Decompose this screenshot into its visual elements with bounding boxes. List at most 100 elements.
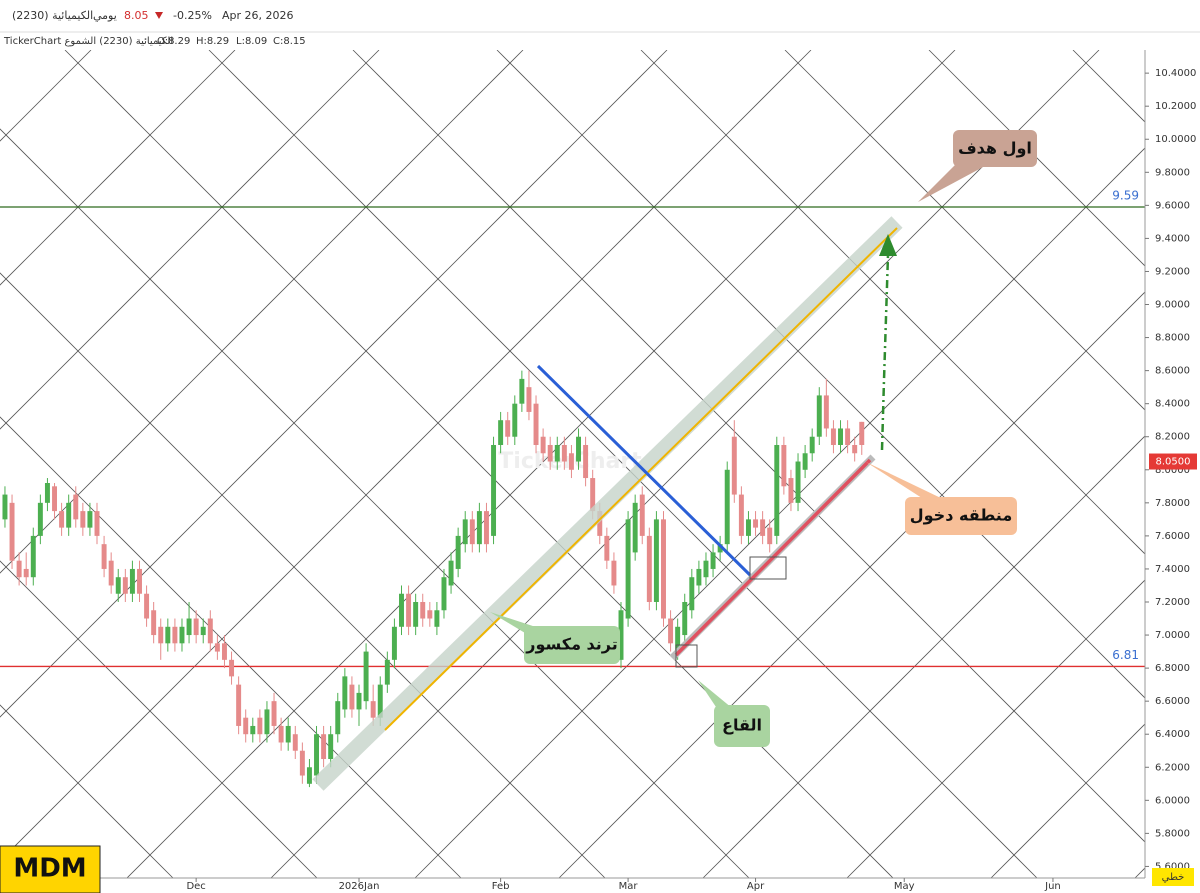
candle-body (519, 378, 525, 404)
candle-body (802, 453, 808, 470)
gann-line (0, 50, 812, 862)
candle-body (795, 461, 801, 503)
candle-body (717, 544, 723, 553)
candle-body (23, 568, 29, 578)
gann-line (990, 723, 1145, 878)
candle-body (512, 403, 518, 437)
candle-body (356, 692, 362, 710)
symbol: الكيميائية (2230) (12, 9, 93, 22)
y-tick-label: 10.0000 (1155, 134, 1196, 145)
y-tick-label: 8.4000 (1155, 399, 1190, 410)
candle-body (441, 577, 447, 611)
candle-body (16, 560, 22, 578)
candle-body (73, 494, 79, 520)
date: Apr 26, 2026 (222, 9, 294, 22)
candle-body (845, 428, 851, 445)
candle-body (285, 725, 291, 743)
gann-line (414, 147, 1145, 878)
candle-body (583, 444, 589, 479)
y-tick-label: 7.8000 (1155, 498, 1190, 509)
annotation: اول هدف (958, 139, 1032, 158)
down-trend-line (536, 364, 754, 579)
candle-body (122, 577, 128, 594)
arrow-head (879, 234, 897, 256)
gann-line (558, 291, 1145, 878)
candle-body (172, 626, 178, 644)
gann-line (784, 50, 1145, 411)
candle-body (738, 494, 744, 536)
candle-body (30, 535, 36, 578)
mode-box (1152, 868, 1194, 886)
y-tick-label: 9.6000 (1155, 200, 1190, 211)
target-arrow (880, 254, 890, 451)
candle-body (328, 734, 334, 760)
gann-line (0, 50, 380, 430)
candle-body (859, 421, 865, 445)
candle-body (420, 602, 426, 619)
candle-body (101, 544, 107, 569)
down-arrow (155, 12, 163, 19)
candle-body (236, 684, 242, 726)
candle-body (731, 436, 737, 495)
candle-body (568, 453, 574, 470)
y-tick-label: 6.2000 (1155, 762, 1190, 773)
y-tick-label: 5.6000 (1155, 861, 1190, 872)
candle-body (618, 610, 624, 660)
close: C:8.15 (273, 36, 306, 47)
candle-body (505, 420, 511, 437)
brand-box (0, 845, 101, 893)
candle-body (823, 395, 829, 429)
candle-body (469, 519, 475, 545)
candle-body (271, 701, 277, 726)
candle-body (151, 610, 157, 636)
candle-body (561, 444, 567, 462)
candle-body (498, 420, 504, 445)
gann-line (0, 416, 462, 878)
candle-body (278, 725, 284, 743)
candle-body (335, 701, 341, 735)
candle-body (66, 502, 72, 528)
candle-body (9, 502, 15, 561)
callout (905, 497, 1017, 535)
gann-grid (0, 50, 1145, 878)
candle-body (547, 444, 553, 462)
y-tick-label: 10.4000 (1155, 68, 1196, 79)
gann-line (0, 128, 750, 878)
trend-band (312, 216, 903, 791)
candle-body (137, 568, 142, 594)
box (675, 644, 698, 668)
callout-tail (918, 160, 985, 202)
candle-body (363, 651, 369, 702)
gann-line (496, 50, 1145, 699)
gann-line (0, 848, 30, 878)
candle-body (809, 436, 815, 454)
price: 8.05 (124, 9, 149, 22)
candle-body (724, 469, 730, 545)
candle-body (710, 552, 716, 569)
gann-line (0, 50, 236, 286)
candle-body (781, 444, 787, 487)
callout (953, 130, 1037, 167)
candle-body (2, 494, 8, 520)
candle-body (108, 560, 114, 586)
x-tick-label: 2026Jan (339, 881, 380, 892)
high: H:8.29 (196, 36, 229, 47)
candle-body (399, 593, 404, 627)
gann-line (126, 50, 956, 878)
candle-body (696, 568, 702, 586)
candle-body (321, 734, 327, 760)
candle-body (207, 618, 213, 644)
y-tick-label: 9.0000 (1155, 300, 1190, 311)
candle-body (703, 560, 709, 578)
candle-body (292, 734, 298, 751)
legend: TickerChart الكيميائية (2230) الشموع (3, 36, 173, 47)
y-tick-label: 8.0000 (1155, 465, 1190, 476)
callout (524, 626, 620, 664)
y-tick-label: 8.6000 (1155, 366, 1190, 377)
last-price-label: 8.0500 (1156, 457, 1191, 468)
candle-body (661, 519, 666, 619)
candle-body (491, 444, 497, 536)
candle-body (37, 502, 43, 536)
candle-body (229, 659, 235, 677)
candle-body (314, 734, 319, 776)
